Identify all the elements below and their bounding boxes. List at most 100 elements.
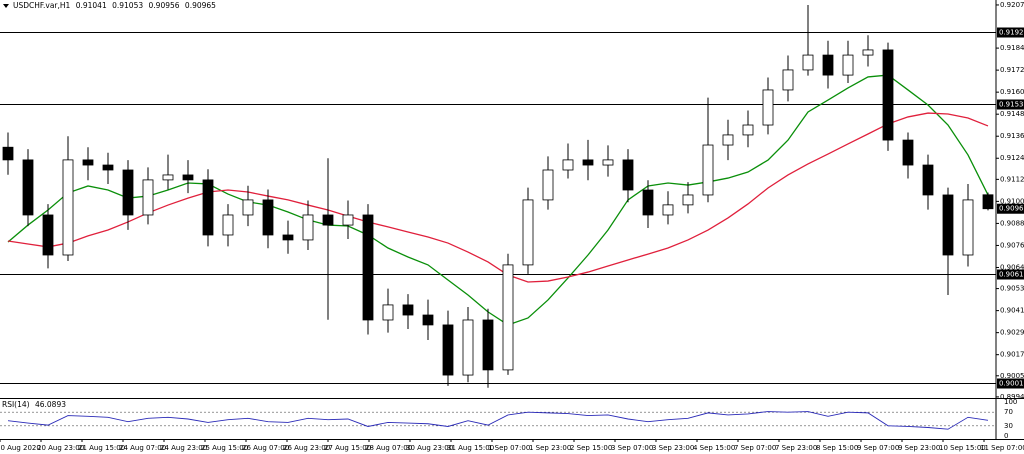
x-tick-label: 11 Sep 07:00 — [980, 444, 1024, 452]
x-tick-label: 9 Sep 23:00 — [898, 444, 940, 452]
candle-body — [182, 174, 194, 181]
candle-body — [222, 214, 234, 236]
x-tick-label: 9 Sep 07:00 — [857, 444, 899, 452]
level-label-box — [997, 99, 1024, 110]
candle-body — [602, 159, 614, 166]
level-label-box — [997, 378, 1024, 389]
candle-body — [542, 169, 554, 201]
rsi-tick-label: 0 — [1004, 432, 1008, 440]
candle-body — [942, 194, 954, 256]
level-label-box — [997, 269, 1024, 280]
x-tick-label: 20 Aug 2020 — [0, 444, 41, 452]
candle-body — [662, 204, 674, 216]
candle-body — [722, 134, 734, 146]
candle-body — [902, 139, 914, 166]
x-tick-label: 8 Sep 15:00 — [816, 444, 858, 452]
candle-body — [2, 146, 14, 161]
y-tick-label: 0.92075 — [1000, 1, 1024, 9]
candle-body — [322, 214, 334, 226]
level-label: 0.90612 — [999, 271, 1024, 279]
plot-area — [0, 4, 996, 430]
rsi-header: RSI(14) 46.0893 — [2, 400, 66, 409]
candle-body — [502, 264, 514, 371]
moving-average — [7, 112, 989, 283]
x-tick-label: 31 Aug 15:00 — [447, 444, 494, 452]
x-tick-label: 27 Aug 15:00 — [324, 444, 371, 452]
candle-body — [982, 194, 994, 210]
candle-body — [782, 69, 794, 91]
candle-body — [462, 319, 474, 376]
y-tick-label: 0.91125 — [1000, 175, 1024, 183]
x-tick-label: 7 Sep 23:00 — [775, 444, 817, 452]
candle-body — [422, 314, 434, 326]
x-tick-label: 10 Sep 15:00 — [939, 444, 986, 452]
x-tick-label: 30 Aug 23:00 — [406, 444, 453, 452]
x-tick-label: 3 Sep 07:00 — [611, 444, 653, 452]
y-tick-label: 0.91005 — [1000, 197, 1024, 205]
x-tick-label: 26 Aug 23:00 — [283, 444, 330, 452]
candle-body — [362, 214, 374, 321]
y-tick-label: 0.90055 — [1000, 372, 1024, 380]
x-tick-label: 7 Sep 07:00 — [734, 444, 776, 452]
candle-body — [862, 49, 874, 56]
candle-body — [342, 214, 354, 226]
x-tick-label: 24 Aug 23:00 — [160, 444, 207, 452]
candle-body — [582, 159, 594, 166]
y-tick-label: 0.90645 — [1000, 263, 1024, 271]
candle-body — [962, 199, 974, 256]
last-price-box — [997, 203, 1024, 214]
candle-body — [762, 89, 774, 126]
candle-body — [442, 324, 454, 376]
header-low: 0.90956 — [149, 1, 180, 10]
y-tick-label: 0.89940 — [1000, 393, 1024, 401]
candle-body — [62, 159, 74, 256]
header-high: 0.91053 — [112, 1, 143, 10]
rsi-label: RSI(14) — [2, 400, 30, 409]
header-open: 0.91041 — [76, 1, 107, 10]
rsi-tick-label: 70 — [1004, 408, 1013, 416]
x-tick-label: 4 Sep 15:00 — [693, 444, 735, 452]
candle-body — [822, 54, 834, 76]
candle-body — [302, 214, 314, 241]
candle-body — [82, 159, 94, 166]
candle-body — [242, 199, 254, 216]
candle-body — [922, 164, 934, 196]
x-tick-label: 20 Aug 23:00 — [37, 444, 84, 452]
y-tick-label: 0.90765 — [1000, 241, 1024, 249]
menu-arrow[interactable] — [3, 4, 9, 8]
candle-body — [122, 169, 134, 216]
candle-body — [42, 214, 54, 256]
x-tick-label: 24 Aug 07:00 — [119, 444, 166, 452]
x-tick-label: 3 Sep 23:00 — [652, 444, 694, 452]
x-tick-label: 28 Aug 07:00 — [365, 444, 412, 452]
candle-body — [202, 179, 214, 236]
candle-body — [522, 199, 534, 266]
x-tick-label: 26 Aug 07:00 — [242, 444, 289, 452]
rsi-last: 46.0893 — [35, 400, 66, 409]
candle-body — [402, 304, 414, 316]
candle-body — [162, 174, 174, 181]
moving-average — [7, 74, 989, 326]
candle-body — [382, 304, 394, 321]
candle-body — [802, 54, 814, 71]
level-label: 0.90017 — [999, 380, 1024, 388]
chart-header: USDCHF.var,H1 0.91041 0.91053 0.90956 0.… — [13, 1, 216, 10]
rsi-tick-label: 30 — [1004, 422, 1013, 430]
rsi-line — [7, 411, 989, 430]
header-close: 0.90965 — [185, 1, 216, 10]
candle-body — [702, 144, 714, 196]
level-label-box — [997, 27, 1024, 38]
x-tick-label: 1 Sep 07:00 — [488, 444, 530, 452]
level-label: 0.91538 — [999, 101, 1024, 109]
y-tick-label: 0.90885 — [1000, 219, 1024, 227]
rsi-tick-label: 100 — [1004, 398, 1017, 406]
symbol: USDCHF.var,H1 — [13, 1, 71, 10]
